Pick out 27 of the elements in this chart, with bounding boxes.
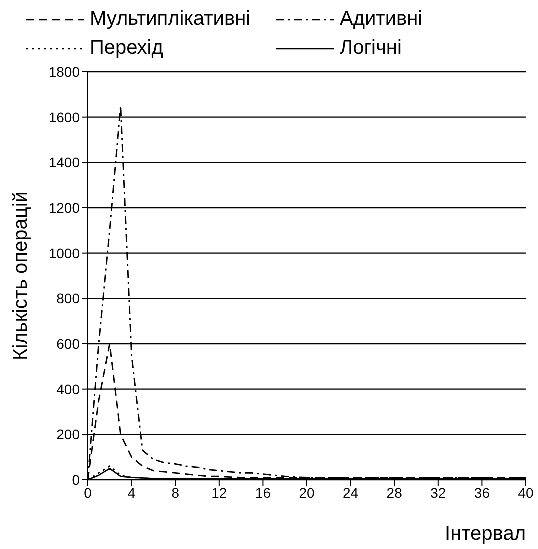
y-tick-label: 600 bbox=[56, 336, 80, 352]
y-axis-title: Кількість операцій bbox=[10, 192, 32, 360]
x-tick-label: 28 bbox=[386, 484, 403, 501]
x-tick-label: 4 bbox=[128, 484, 136, 501]
x-tick-label: 24 bbox=[343, 484, 359, 501]
y-tick-label: 400 bbox=[56, 381, 80, 398]
y-tick-label: 1000 bbox=[48, 245, 80, 262]
x-tick-label: 8 bbox=[172, 484, 180, 501]
x-tick-label: 0 bbox=[84, 484, 92, 501]
x-tick-label: 20 bbox=[299, 484, 315, 501]
y-tick-label: 0 bbox=[72, 472, 80, 488]
legend-label: Адитивні bbox=[340, 8, 423, 31]
x-tick-label: 12 bbox=[212, 484, 228, 501]
legend-label: Логічні bbox=[340, 37, 402, 60]
y-tick-label: 1400 bbox=[48, 154, 80, 171]
y-tick-label: 1600 bbox=[48, 109, 80, 126]
x-tick-label: 36 bbox=[474, 484, 490, 501]
x-axis-title: Інтервал bbox=[445, 523, 526, 545]
y-tick-label: 200 bbox=[56, 426, 80, 443]
x-tick-label: 40 bbox=[518, 484, 534, 501]
y-tick-label: 1200 bbox=[48, 200, 80, 216]
y-tick-label: 800 bbox=[56, 290, 80, 307]
x-tick-label: 32 bbox=[430, 484, 446, 501]
y-tick-label: 1800 bbox=[48, 64, 80, 80]
x-tick-label: 16 bbox=[255, 484, 272, 501]
legend-label: Мультиплікативні bbox=[90, 8, 251, 31]
legend-label: Перехід bbox=[90, 37, 164, 60]
